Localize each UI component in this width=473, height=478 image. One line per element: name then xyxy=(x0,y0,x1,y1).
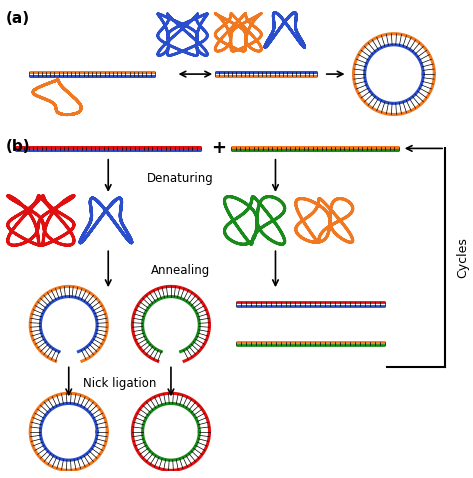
Text: (a): (a) xyxy=(6,11,30,26)
Text: (b): (b) xyxy=(6,139,31,154)
Text: Annealing: Annealing xyxy=(150,264,210,277)
Text: Denaturing: Denaturing xyxy=(147,172,214,185)
Text: Nick ligation: Nick ligation xyxy=(83,377,157,390)
Text: +: + xyxy=(211,140,226,157)
Text: Cycles: Cycles xyxy=(456,237,470,278)
